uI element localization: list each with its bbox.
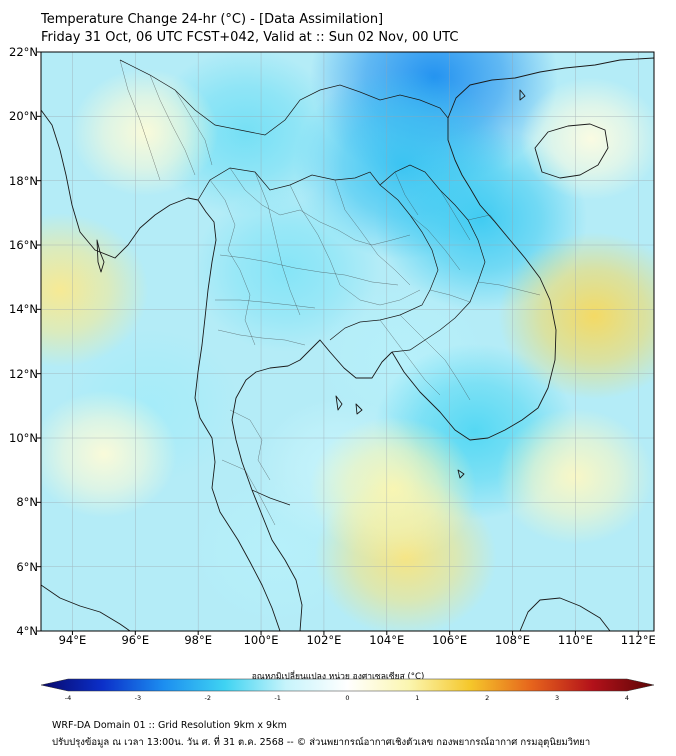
sumatra-tip: [41, 584, 131, 631]
temperature-blob: [520, 77, 654, 201]
latitude-label: 12°N: [9, 366, 38, 381]
latitude-label: 18°N: [9, 173, 38, 188]
latitude-label: 10°N: [9, 431, 38, 445]
colorbar-tick-label: 2: [485, 694, 490, 702]
map-frame: [40, 51, 655, 632]
temperature-blob: [71, 68, 219, 197]
colorbar-title: อุณหภูมิเปลี่ยนแปลง หน่วย องศาเซลเซียส (…: [251, 672, 425, 682]
latitude-label: 20°N: [9, 109, 38, 124]
latitude-label: 6°N: [16, 559, 38, 574]
map-subtitle: Friday 31 Oct, 06 UTC FCST+042, Valid at…: [41, 30, 459, 45]
colorbar-tick-label: -2: [204, 694, 211, 702]
footer-credits: ปรับปรุงข้อมูล ณ เวลา 13:00น. วัน ศ. ที่…: [52, 737, 591, 748]
borneo-tip: [519, 597, 611, 631]
footer-model-info: WRF-DA Domain 01 :: Grid Resolution 9km …: [52, 720, 287, 731]
province-boundaries: [119, 59, 541, 526]
gulf-islands: [335, 395, 363, 415]
myanmar-china-border: [119, 59, 449, 136]
colorbar-tick-label: -3: [134, 694, 142, 702]
temperature-blob: [309, 416, 477, 563]
temperature-blob: [192, 189, 380, 353]
latitude-label: 14°N: [9, 302, 38, 317]
longitude-label: 96°E: [121, 633, 150, 647]
longitude-label: 102°E: [306, 633, 342, 647]
colorbar-tick-label: 3: [555, 694, 560, 702]
andaman-islands: [96, 239, 105, 273]
paracel-islands: [519, 89, 526, 101]
longitude-label: 108°E: [495, 633, 531, 647]
longitude-label: 112°E: [620, 633, 656, 647]
axis-ticks: [37, 51, 639, 635]
thailand-border: [197, 167, 439, 341]
temperature-field: [41, 52, 654, 631]
longitude-label: 110°E: [557, 633, 593, 647]
colorbar-tick-label: 4: [624, 694, 630, 702]
colorbar-tick-label: 1: [415, 694, 420, 702]
latitude-label: 8°N: [16, 495, 38, 510]
national-borders: [119, 59, 486, 506]
colorbar-tick-label: -1: [274, 694, 281, 702]
map-title: Temperature Change 24-hr (°C) - [Data As…: [41, 12, 384, 27]
longitude-label: 104°E: [369, 633, 405, 647]
latitude-label: 4°N: [16, 624, 38, 638]
longitude-label: 106°E: [432, 633, 468, 647]
colorbar-tick-label: 0: [345, 694, 350, 702]
longitude-label: 100°E: [243, 633, 279, 647]
longitude-label: 98°E: [184, 633, 212, 647]
myanmar-coast: [41, 109, 281, 631]
peninsula-east-coast: [231, 339, 393, 631]
temperature-blob: [41, 390, 178, 518]
con-son-island: [457, 469, 465, 479]
hainan-island: [534, 123, 609, 179]
latitude-label: 22°N: [9, 45, 38, 59]
colorbar-tick-label: -4: [64, 694, 72, 702]
laos-vietnam-border: [379, 164, 486, 353]
longitude-label: 94°E: [58, 633, 87, 647]
latitude-label: 16°N: [9, 238, 38, 252]
